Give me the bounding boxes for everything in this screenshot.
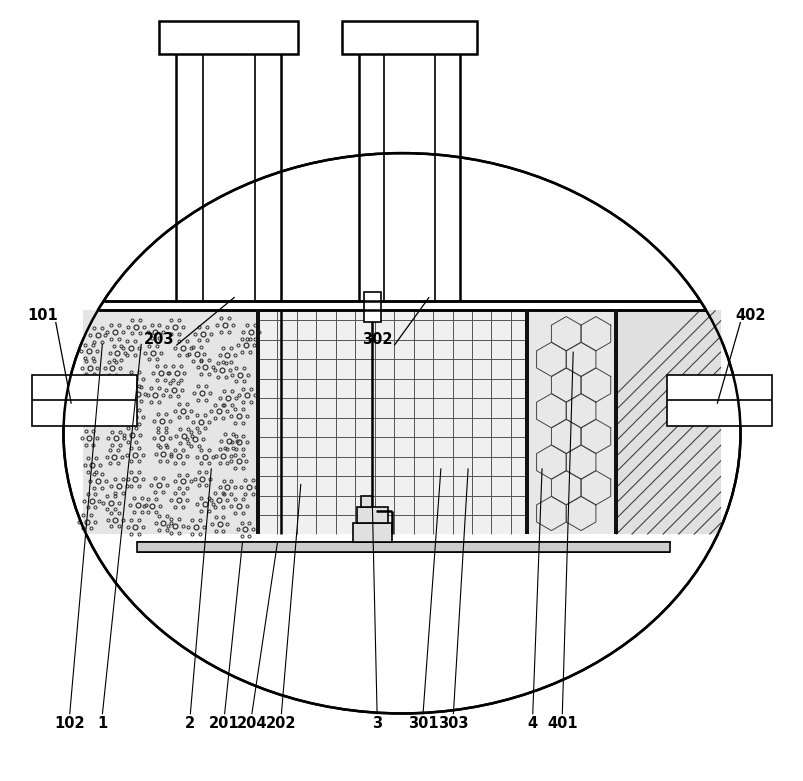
Text: 3: 3 <box>372 716 381 731</box>
Text: 401: 401 <box>546 716 577 731</box>
Text: 402: 402 <box>735 308 765 323</box>
Ellipse shape <box>63 153 740 714</box>
Text: 2: 2 <box>185 716 195 731</box>
Bar <box>159 21 298 54</box>
Text: 204: 204 <box>236 716 267 731</box>
Bar <box>32 375 137 426</box>
Bar <box>615 310 720 534</box>
Bar <box>341 21 477 54</box>
Text: 201: 201 <box>209 716 239 731</box>
Text: 102: 102 <box>55 716 85 731</box>
Bar <box>666 375 771 426</box>
Bar <box>357 507 388 522</box>
Bar <box>258 310 526 534</box>
Text: 203: 203 <box>144 332 174 347</box>
Text: 101: 101 <box>27 308 58 323</box>
Bar <box>526 310 615 534</box>
Bar <box>137 542 670 551</box>
Bar <box>364 292 381 322</box>
Text: 302: 302 <box>361 332 392 347</box>
Text: 303: 303 <box>438 716 468 731</box>
Text: 4: 4 <box>527 716 537 731</box>
Text: 202: 202 <box>266 716 296 731</box>
Bar <box>83 310 258 534</box>
Bar <box>353 522 391 542</box>
Text: 1: 1 <box>97 716 108 731</box>
Text: 301: 301 <box>407 716 438 731</box>
Bar <box>361 496 372 507</box>
